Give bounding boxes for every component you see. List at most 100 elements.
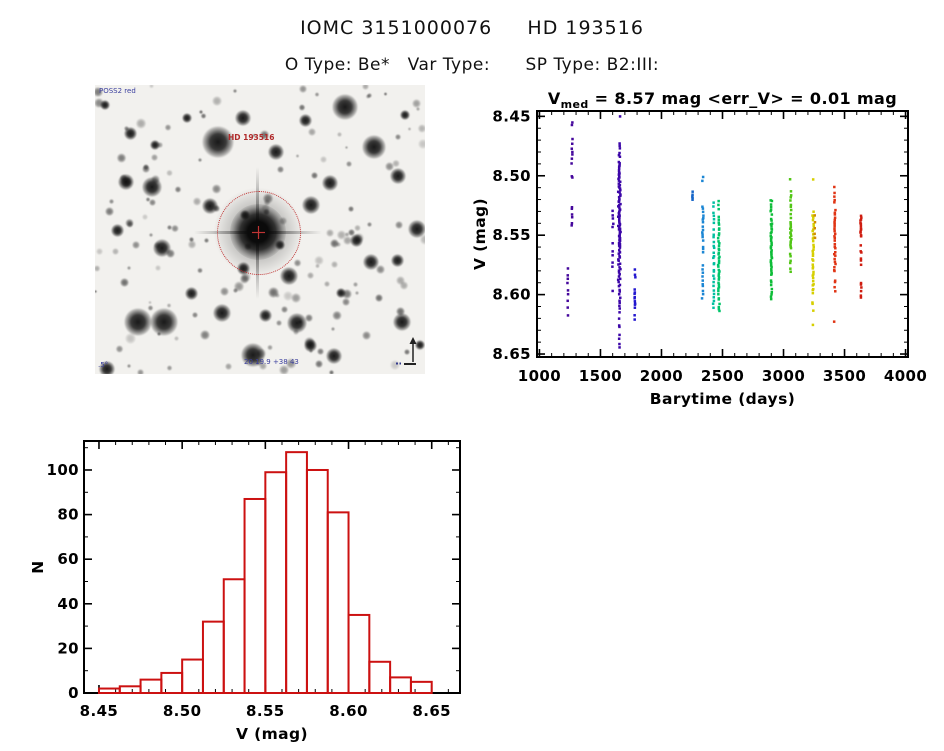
- star: [375, 293, 384, 302]
- target-cross-icon: [252, 226, 265, 239]
- star: [352, 282, 359, 288]
- star: [137, 368, 145, 374]
- star: [124, 332, 136, 344]
- star: [348, 229, 355, 236]
- star: [295, 154, 300, 158]
- star: [329, 239, 339, 249]
- star: [122, 176, 133, 187]
- x-tick-label: 4000: [884, 367, 927, 385]
- star: [367, 93, 372, 98]
- y-tick-label: 20: [57, 639, 79, 657]
- star: [354, 224, 361, 232]
- star: [309, 348, 314, 353]
- star: [361, 85, 369, 91]
- star: [324, 281, 330, 287]
- page-title: IOMC 3151000076 HD 193516: [300, 17, 644, 39]
- x-tick-label: 8.55: [246, 702, 285, 720]
- star: [355, 291, 359, 295]
- star: [187, 240, 197, 249]
- star: [345, 145, 349, 149]
- star: [392, 159, 400, 168]
- star: [332, 311, 342, 321]
- star: [252, 133, 256, 137]
- star: [120, 278, 130, 287]
- star: [148, 300, 153, 305]
- star: [407, 219, 425, 239]
- star: [142, 213, 149, 220]
- star: [320, 155, 328, 164]
- histogram-bar: [222, 578, 246, 694]
- star: [233, 88, 238, 93]
- star: [174, 186, 182, 193]
- histogram-bar: [97, 687, 121, 695]
- star: [116, 153, 127, 163]
- star: [390, 168, 406, 184]
- star: [268, 287, 280, 299]
- star: [299, 85, 308, 94]
- star: [416, 106, 421, 111]
- star: [303, 337, 315, 348]
- star: [189, 236, 195, 243]
- star: [151, 175, 160, 184]
- star: [404, 349, 410, 355]
- star: [95, 97, 105, 109]
- star: [143, 164, 150, 170]
- star: [326, 348, 342, 364]
- star: [315, 263, 320, 269]
- star: [419, 234, 425, 245]
- survey-label: POSS2 red: [99, 87, 136, 95]
- star: [414, 339, 425, 351]
- star: [399, 281, 409, 291]
- star: [343, 236, 352, 246]
- star: [164, 123, 172, 131]
- star: [293, 258, 302, 267]
- star: [213, 204, 221, 212]
- star: [200, 113, 207, 119]
- star: [315, 360, 324, 369]
- histogram-xlabel: V (mag): [236, 725, 308, 743]
- star: [110, 223, 124, 237]
- star: [149, 307, 179, 337]
- star: [241, 343, 265, 367]
- star: [96, 247, 104, 255]
- star: [337, 131, 343, 137]
- histogram-bar: [347, 613, 371, 694]
- star: [331, 327, 335, 332]
- histogram-bar: [264, 471, 288, 694]
- star: [367, 222, 372, 227]
- star: [365, 94, 371, 99]
- star: [99, 361, 115, 374]
- star: [390, 360, 400, 371]
- histogram-bar: [243, 497, 267, 694]
- star: [362, 330, 372, 340]
- star: [156, 331, 161, 336]
- star: [395, 275, 406, 285]
- star: [235, 110, 251, 126]
- y-tick-label: 80: [57, 506, 79, 524]
- star: [135, 118, 146, 129]
- star: [233, 288, 239, 294]
- star: [395, 220, 403, 229]
- star: [149, 198, 157, 206]
- lightcurve-scatter-plot: Vmed = 8.57 mag <err_V> = 0.01 mag 1000 15…: [470, 85, 944, 415]
- histogram-bar: [160, 671, 184, 694]
- star: [149, 232, 154, 237]
- star: [347, 206, 354, 213]
- star: [310, 171, 319, 179]
- star: [293, 329, 300, 336]
- scatter-axes: 1000 1500 2000 2500 3000 3500 4000 8.45 8.50 8.55…: [492, 107, 927, 385]
- star: [313, 255, 324, 266]
- star: [330, 260, 339, 269]
- star: [174, 336, 179, 341]
- star: [268, 144, 284, 160]
- x-tick-label: 1000: [518, 367, 561, 385]
- star: [412, 98, 422, 108]
- histogram-bar: [181, 658, 204, 695]
- star: [256, 348, 267, 359]
- star: [141, 176, 163, 198]
- star: [123, 126, 129, 132]
- star: [392, 312, 412, 332]
- star: [342, 288, 352, 299]
- histogram-bar: [409, 680, 433, 695]
- star: [127, 266, 132, 271]
